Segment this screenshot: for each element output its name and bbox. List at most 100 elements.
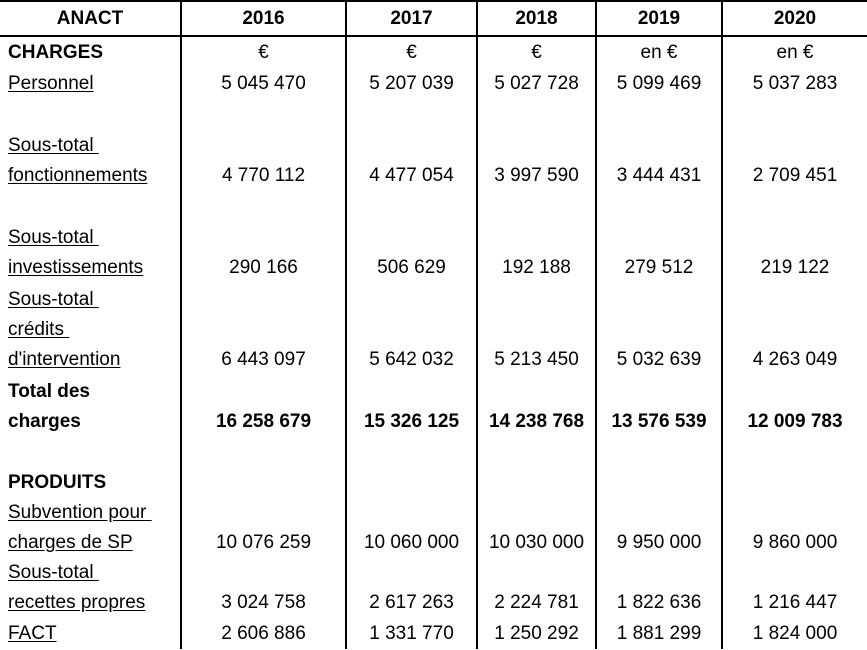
value-2020: 5 037 283 xyxy=(752,73,838,94)
header-cell-2017: 2017 xyxy=(347,2,478,37)
value-2019: 1 822 636 xyxy=(616,592,702,613)
value-2016: 2 606 886 xyxy=(221,623,306,644)
header-row: ANACT 2016 2017 2018 2019 2020 xyxy=(0,2,867,37)
table-title: ANACT xyxy=(56,7,124,29)
value-2018: 10 030 000 xyxy=(488,532,585,553)
value-2019: 5 099 469 xyxy=(616,73,702,94)
row-label-line-3: d'intervention xyxy=(8,349,121,370)
row-label-cell: Sous-total recettes propres xyxy=(0,558,182,618)
value-2020: 1 824 000 xyxy=(752,623,838,644)
value-cell-2016: 2 606 886 xyxy=(182,618,347,649)
value-cell-2017: € xyxy=(347,37,478,68)
year-label-2020: 2020 xyxy=(773,7,817,29)
row-label-line-1: Sous-total xyxy=(8,227,99,248)
value-2019: 9 950 000 xyxy=(616,532,702,553)
section-label: PRODUITS xyxy=(8,472,107,493)
value-cell-2018 xyxy=(478,437,597,498)
value-cell-2017: 4 477 054 xyxy=(347,99,478,191)
value-2018: 14 238 768 xyxy=(488,411,585,432)
value-cell-2020: 1 216 447 xyxy=(723,558,867,618)
value-2019: 5 032 639 xyxy=(616,349,702,370)
value-cell-2017 xyxy=(347,437,478,498)
year-label-2016: 2016 xyxy=(242,7,285,29)
value-cell-2020: 9 860 000 xyxy=(723,498,867,558)
value-2017: 5 207 039 xyxy=(369,73,454,94)
value-2018: 192 188 xyxy=(502,257,571,278)
row-label-cell: Sous-total investissements xyxy=(0,191,182,283)
value-2018: 5 213 450 xyxy=(494,349,579,370)
row-label-line-2: charges xyxy=(8,411,81,432)
row-subvention-charges-sp: Subvention pour charges de SP 10 076 259… xyxy=(0,498,867,558)
value-2016: 5 045 470 xyxy=(221,73,306,94)
value-2016: 10 076 259 xyxy=(215,532,312,553)
value-2018: 5 027 728 xyxy=(494,73,579,94)
value-cell-2020: 2 709 451 xyxy=(723,99,867,191)
value-cell-2019: 1 881 299 xyxy=(597,618,723,649)
row-sous-total-recettes-propres: Sous-total recettes propres 3 024 758 2 … xyxy=(0,558,867,618)
value-cell-2019: 13 576 539 xyxy=(597,375,723,437)
value-cell-2018: 2 224 781 xyxy=(478,558,597,618)
value-cell-2020: 1 824 000 xyxy=(723,618,867,649)
value-2020: 219 122 xyxy=(760,257,830,278)
unit-2017: € xyxy=(406,42,417,63)
value-2020: 1 216 447 xyxy=(752,592,838,613)
value-cell-2016: 10 076 259 xyxy=(182,498,347,558)
value-2019: 3 444 431 xyxy=(616,165,702,186)
value-cell-2016: 5 045 470 xyxy=(182,68,347,99)
row-total-des-charges: Total des charges 16 258 679 15 326 125 … xyxy=(0,375,867,437)
value-cell-2020: en € xyxy=(723,37,867,68)
row-label-cell: Personnel xyxy=(0,68,182,99)
value-2016: 4 770 112 xyxy=(221,165,306,186)
value-cell-2019: 5 032 639 xyxy=(597,283,723,375)
value-cell-2016: 290 166 xyxy=(182,191,347,283)
section-label: CHARGES xyxy=(8,42,104,63)
row-label-line-2: recettes propres xyxy=(8,592,146,613)
value-2017: 506 629 xyxy=(377,257,446,278)
value-2016: 3 024 758 xyxy=(221,592,306,613)
row-label-cell: Sous-total fonctionnements xyxy=(0,99,182,191)
value-2017: 1 331 770 xyxy=(369,623,454,644)
header-cell-2019: 2019 xyxy=(597,2,723,37)
row-label-line-1: Sous-total xyxy=(8,135,99,156)
value-cell-2017: 10 060 000 xyxy=(347,498,478,558)
value-2016: 290 166 xyxy=(229,257,298,278)
row-charges-section-header: CHARGES € € € en € en € xyxy=(0,37,867,68)
value-2017: 2 617 263 xyxy=(369,592,454,613)
row-label: FACT xyxy=(8,623,57,644)
value-2017: 10 060 000 xyxy=(363,532,460,553)
value-cell-2017: 15 326 125 xyxy=(347,375,478,437)
value-2020: 4 263 049 xyxy=(752,349,838,370)
row-label: Personnel xyxy=(8,73,94,94)
value-cell-2020: 4 263 049 xyxy=(723,283,867,375)
value-cell-2018: € xyxy=(478,37,597,68)
value-cell-2018: 5 027 728 xyxy=(478,68,597,99)
value-cell-2018: 5 213 450 xyxy=(478,283,597,375)
value-cell-2017: 5 207 039 xyxy=(347,68,478,99)
row-label-line-1: Total des xyxy=(8,381,90,402)
value-cell-2019: 5 099 469 xyxy=(597,68,723,99)
row-label-line-2: charges de SP xyxy=(8,532,133,553)
row-label-cell: Sous-total crédits d'intervention xyxy=(0,283,182,375)
value-cell-2019: 1 822 636 xyxy=(597,558,723,618)
value-2020: 12 009 783 xyxy=(747,411,843,432)
row-label-line-2: investissements xyxy=(8,257,144,278)
value-cell-2018: 3 997 590 xyxy=(478,99,597,191)
header-cell-2020: 2020 xyxy=(723,2,867,37)
row-label-cell: PRODUITS xyxy=(0,437,182,498)
value-2017: 15 326 125 xyxy=(363,411,460,432)
value-cell-2016: 3 024 758 xyxy=(182,558,347,618)
year-label-2019: 2019 xyxy=(637,7,681,29)
value-2019: 13 576 539 xyxy=(611,411,707,432)
row-sous-total-fonctionnements: Sous-total fonctionnements 4 770 112 4 4… xyxy=(0,99,867,191)
value-2018: 3 997 590 xyxy=(494,165,579,186)
unit-2020: en € xyxy=(776,42,814,63)
value-cell-2017: 2 617 263 xyxy=(347,558,478,618)
unit-2016: € xyxy=(258,42,269,63)
value-cell-2017: 5 642 032 xyxy=(347,283,478,375)
value-2018: 1 250 292 xyxy=(494,623,579,644)
row-sous-total-investissements: Sous-total investissements 290 166 506 6… xyxy=(0,191,867,283)
unit-2019: en € xyxy=(640,42,678,63)
value-2019: 1 881 299 xyxy=(616,623,702,644)
row-fact: FACT 2 606 886 1 331 770 1 250 292 1 881… xyxy=(0,618,867,649)
